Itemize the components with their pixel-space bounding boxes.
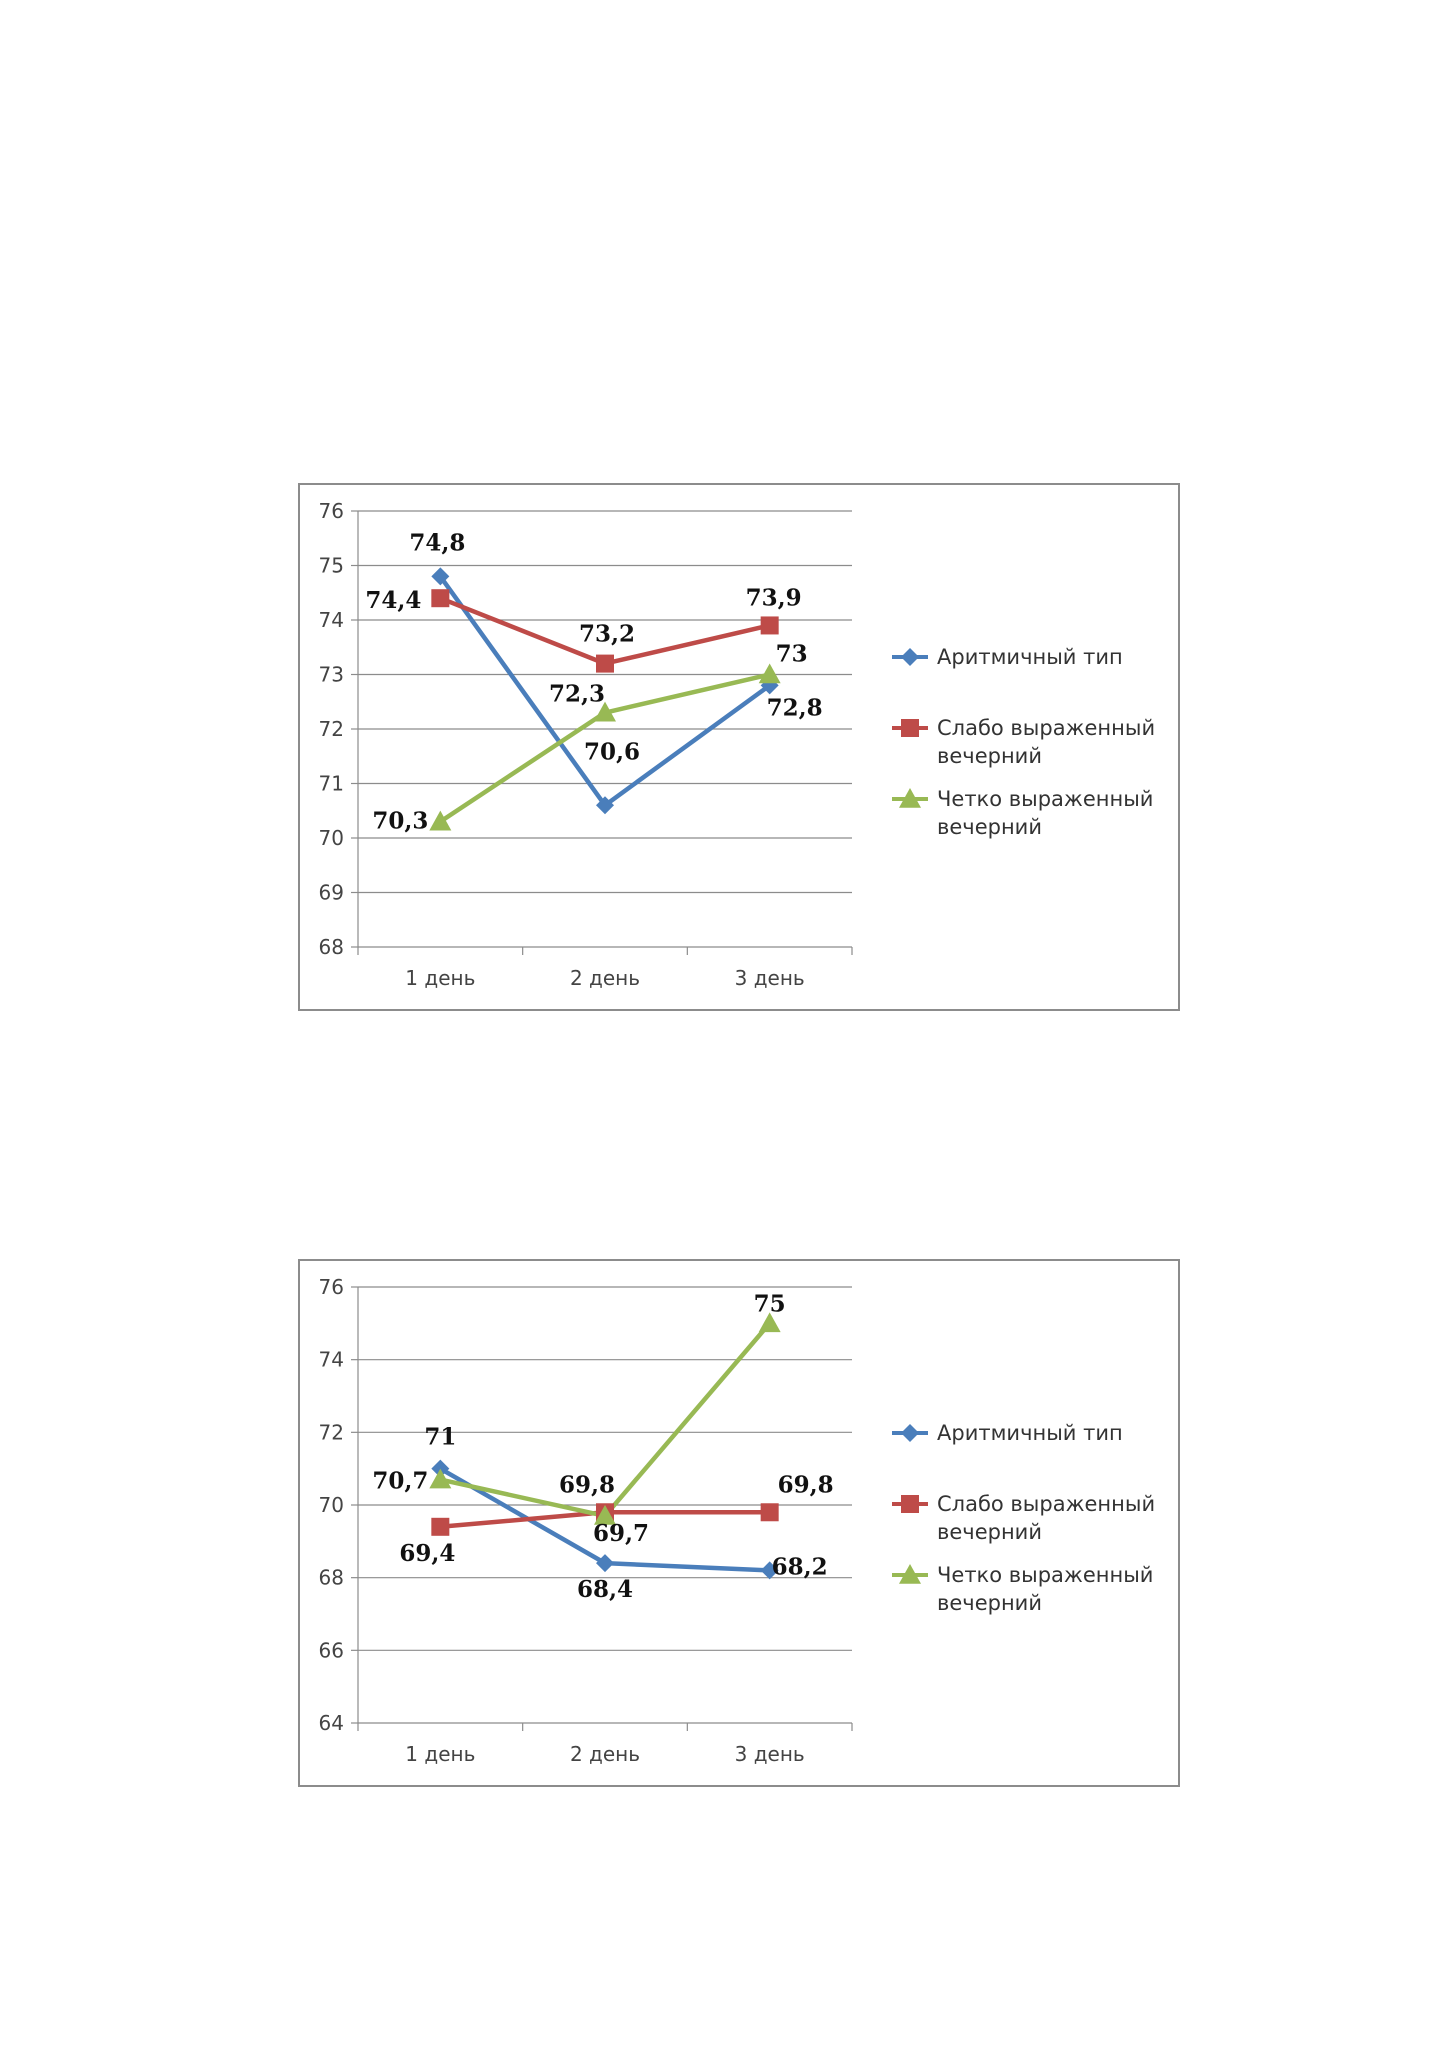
legend-label: Аритмичный тип: [937, 645, 1123, 669]
data-label: 74,4: [365, 587, 421, 614]
legend-label: вечерний: [937, 1520, 1042, 1544]
y-tick-label: 68: [319, 935, 344, 959]
data-label: 69,8: [559, 1471, 615, 1498]
y-tick-label: 71: [319, 772, 344, 796]
legend-label: Аритмичный тип: [937, 1421, 1123, 1445]
data-label: 73,9: [746, 584, 802, 611]
legend-label: Слабо выраженный: [937, 1492, 1155, 1516]
y-tick-label: 74: [319, 1348, 344, 1372]
x-tick-label: 1 день: [405, 966, 475, 990]
y-tick-label: 64: [319, 1711, 344, 1735]
legend-marker: [899, 1564, 921, 1584]
data-point: [758, 1312, 781, 1333]
y-tick-label: 69: [319, 881, 344, 905]
x-tick-label: 3 день: [735, 966, 805, 990]
y-tick-label: 70: [319, 1493, 344, 1517]
y-tick-label: 68: [319, 1566, 344, 1590]
data-point: [431, 567, 450, 586]
x-tick-label: 2 день: [570, 1742, 640, 1766]
data-label: 69,8: [778, 1471, 834, 1498]
data-point: [596, 654, 614, 673]
chart-1: 68 69 70 71 72 73 74 75 76 1 день 2 день 3 день 74,8…: [298, 483, 1180, 1011]
chart-2-svg: 64 66 68 70 72 74 76 1 день 2 день 3 день 71 68,4 68…: [319, 1275, 1156, 1766]
data-point: [594, 1504, 616, 1525]
legend-marker: [901, 1424, 919, 1442]
data-label: 75: [754, 1290, 786, 1317]
legend-label: вечерний: [937, 815, 1042, 839]
data-point: [758, 663, 781, 684]
y-tick-label: 75: [319, 554, 344, 578]
legend-marker: [899, 788, 921, 808]
x-tick-label: 2 день: [570, 966, 640, 990]
legend-marker: [901, 648, 919, 666]
legend-marker: [901, 719, 919, 737]
data-label: 71: [424, 1424, 456, 1451]
data-label: 70,7: [372, 1468, 428, 1495]
data-point: [431, 589, 450, 608]
data-label: 74,8: [409, 529, 465, 556]
data-point: [760, 616, 779, 635]
y-tick-label: 70: [319, 826, 344, 850]
data-label: 69,4: [399, 1540, 455, 1567]
data-point: [760, 1561, 779, 1580]
x-tick-label: 3 день: [735, 1742, 805, 1766]
data-point: [596, 796, 614, 815]
data-point: [594, 701, 616, 722]
data-label: 68,4: [577, 1576, 633, 1603]
legend-label: Слабо выраженный: [937, 716, 1155, 740]
data-point: [429, 1468, 452, 1489]
data-label: 72,3: [549, 681, 605, 708]
legend-marker: [901, 1495, 919, 1513]
data-label: 70,3: [372, 808, 428, 835]
data-label: 73,2: [579, 621, 635, 648]
y-tick-label: 76: [319, 1275, 344, 1299]
y-tick-label: 73: [319, 663, 344, 687]
data-point: [760, 1503, 779, 1522]
y-tick-label: 72: [319, 1420, 344, 1444]
y-tick-label: 76: [319, 499, 344, 523]
data-point: [431, 1517, 450, 1536]
data-label: 73: [776, 641, 808, 668]
y-tick-label: 72: [319, 717, 344, 741]
legend-label: вечерний: [937, 744, 1042, 768]
data-point: [596, 1554, 614, 1573]
data-label: 69,7: [593, 1520, 649, 1547]
y-tick-label: 66: [319, 1638, 344, 1662]
data-label: 70,6: [584, 738, 640, 765]
chart-1-svg: 68 69 70 71 72 73 74 75 76 1 день 2 день 3 день 74,8…: [319, 499, 1156, 990]
x-tick-label: 1 день: [405, 1742, 475, 1766]
legend-label: Четко выраженный: [937, 787, 1153, 811]
chart-2: 64 66 68 70 72 74 76 1 день 2 день 3 день 71 68,4 68…: [298, 1259, 1180, 1787]
data-label: 72,8: [767, 694, 823, 721]
legend-label: вечерний: [937, 1591, 1042, 1615]
data-label: 68,2: [772, 1553, 828, 1580]
legend-label: Четко выраженный: [937, 1563, 1153, 1587]
y-tick-label: 74: [319, 608, 344, 632]
data-point: [429, 810, 452, 831]
